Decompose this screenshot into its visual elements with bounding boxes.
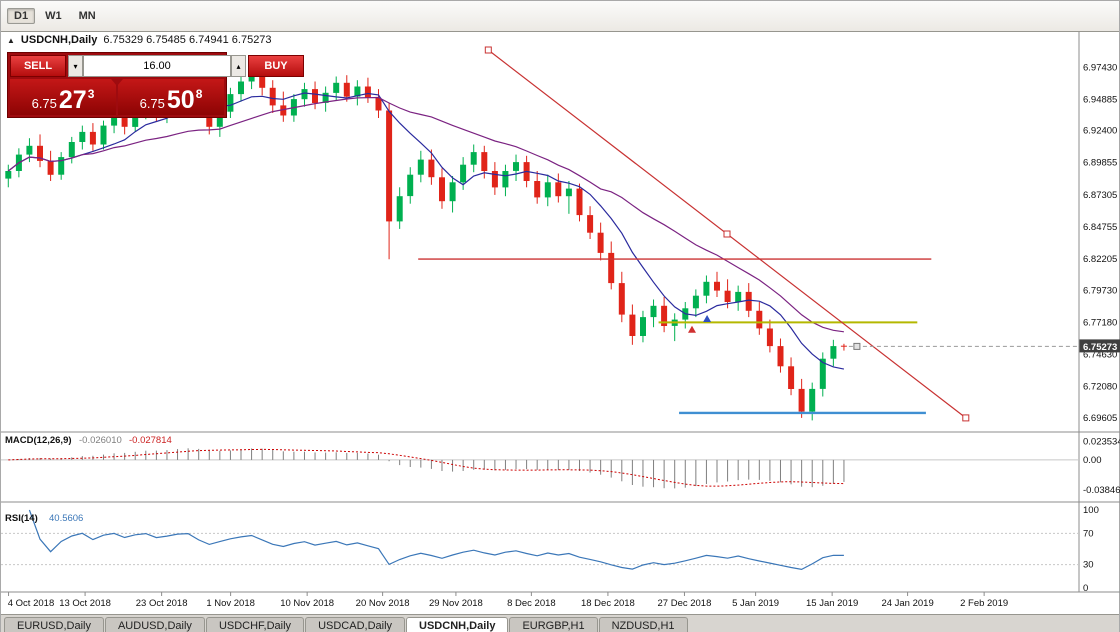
tab-usdcad-daily[interactable]: USDCAD,Daily (305, 617, 406, 632)
timeframe-w1-button[interactable]: W1 (38, 8, 69, 24)
svg-text:24 Jan 2019: 24 Jan 2019 (881, 598, 933, 609)
trendline-handle[interactable] (723, 230, 731, 238)
ma-21-line (7, 96, 844, 333)
svg-text:6.74630: 6.74630 (1083, 350, 1117, 361)
sell-price-pip: 3 (87, 87, 95, 101)
sell-button[interactable]: SELL (10, 55, 66, 77)
volume-control: ▾ ▴ (68, 55, 246, 77)
svg-text:8 Dec 2018: 8 Dec 2018 (507, 598, 556, 609)
timeframe-toolbar: D1 W1 MN (1, 1, 1119, 32)
chart-tabs-bar: EURUSD,Daily AUDUSD,Daily USDCHF,Daily U… (1, 614, 1119, 632)
svg-text:2 Feb 2019: 2 Feb 2019 (960, 598, 1008, 609)
svg-text:6.89855: 6.89855 (1083, 158, 1117, 169)
trendline-handle[interactable] (484, 46, 492, 54)
svg-text:27 Dec 2018: 27 Dec 2018 (658, 598, 712, 609)
trade-arrow-marker (703, 315, 712, 323)
svg-text:0.00: 0.00 (1083, 455, 1102, 466)
timeframe-mn-button[interactable]: MN (72, 8, 103, 24)
tab-usdcnh-daily[interactable]: USDCNH,Daily (406, 617, 509, 632)
price-divider-notch (111, 79, 123, 86)
current-price-marker[interactable] (853, 342, 861, 350)
buy-price-big: 50 (166, 85, 195, 114)
svg-text:6.84755: 6.84755 (1083, 222, 1117, 233)
svg-text:6.72080: 6.72080 (1083, 382, 1117, 393)
tab-usdchf-daily[interactable]: USDCHF,Daily (205, 617, 305, 632)
chart-canvas[interactable]: 6.97430 6.94885 6.92400 6.89855 6.87305 6.847… (1, 32, 1120, 614)
one-click-trading-panel: SELL ▾ ▴ BUY 6.75 27 3 6.75 50 8 (7, 52, 304, 118)
ohlc-values: 6.75329 6.75485 6.74941 6.75273 (103, 34, 272, 46)
svg-text:30: 30 (1083, 560, 1094, 571)
svg-text:70: 70 (1083, 528, 1094, 539)
sell-price-tile[interactable]: 6.75 27 3 (10, 79, 116, 115)
timeframe-d1-button[interactable]: D1 (7, 8, 36, 24)
tab-audusd-daily[interactable]: AUDUSD,Daily (104, 617, 205, 632)
chart-symbol-icon: ▲ (7, 35, 15, 45)
chart-region: 6.97430 6.94885 6.92400 6.89855 6.87305 6.847… (1, 32, 1120, 614)
svg-text:4 Oct 2018: 4 Oct 2018 (8, 598, 54, 609)
symbol-period-label: USDCNH,Daily (20, 34, 98, 46)
svg-text:6.79730: 6.79730 (1083, 285, 1117, 296)
svg-text:6.82205: 6.82205 (1083, 254, 1117, 265)
tab-eurusd-daily[interactable]: EURUSD,Daily (4, 617, 104, 632)
svg-text:15 Jan 2019: 15 Jan 2019 (806, 598, 858, 609)
rsi-header: RSI(14) 40.5606 (5, 513, 83, 524)
volume-increase-button[interactable]: ▴ (231, 55, 246, 77)
svg-text:10 Nov 2018: 10 Nov 2018 (280, 598, 334, 609)
time-axis: 4 Oct 2018 13 Oct 2018 23 Oct 2018 1 Nov 20… (8, 592, 1008, 609)
svg-text:-0.038466: -0.038466 (1083, 485, 1120, 496)
svg-text:-0.026010: -0.026010 (79, 435, 122, 446)
svg-text:100: 100 (1083, 505, 1099, 516)
svg-text:29 Nov 2018: 29 Nov 2018 (429, 598, 483, 609)
buy-price-tile[interactable]: 6.75 50 8 (118, 79, 224, 115)
svg-text:0.023534: 0.023534 (1083, 437, 1120, 448)
volume-input[interactable] (83, 55, 231, 77)
rsi-line (28, 509, 844, 571)
svg-text:6.94885: 6.94885 (1083, 94, 1117, 105)
svg-text:0: 0 (1083, 583, 1088, 594)
svg-text:5 Jan 2019: 5 Jan 2019 (732, 598, 779, 609)
svg-text:6.87305: 6.87305 (1083, 190, 1117, 201)
svg-text:6.75273: 6.75273 (1083, 342, 1117, 353)
svg-text:MACD(12,26,9): MACD(12,26,9) (5, 435, 72, 446)
sell-price-prefix: 6.75 (31, 95, 57, 111)
macd-histogram (18, 448, 845, 489)
svg-text:6.97430: 6.97430 (1083, 62, 1117, 73)
macd-header: MACD(12,26,9) -0.026010 -0.027814 (5, 435, 172, 446)
chart-title: ▲ USDCNH,Daily 6.75329 6.75485 6.74941 6… (7, 34, 272, 46)
svg-text:6.77180: 6.77180 (1083, 317, 1117, 328)
volume-decrease-button[interactable]: ▾ (68, 55, 83, 77)
price-axis: 6.97430 6.94885 6.92400 6.89855 6.87305 6.847… (1083, 62, 1117, 424)
buy-price-prefix: 6.75 (139, 95, 165, 111)
svg-text:18 Dec 2018: 18 Dec 2018 (581, 598, 635, 609)
current-price-badge (1079, 339, 1120, 353)
trendline-handle[interactable] (962, 414, 970, 422)
svg-text:6.92400: 6.92400 (1083, 126, 1117, 137)
svg-text:RSI(14): RSI(14) (5, 513, 38, 524)
trade-arrow-marker (687, 325, 696, 333)
sell-price-big: 27 (58, 85, 87, 114)
svg-text:6.69605: 6.69605 (1083, 413, 1117, 424)
buy-button[interactable]: BUY (248, 55, 304, 77)
tab-nzdusd-h1[interactable]: NZDUSD,H1 (598, 617, 688, 632)
svg-text:20 Nov 2018: 20 Nov 2018 (356, 598, 410, 609)
ma-8-line (7, 92, 845, 370)
svg-text:-0.027814: -0.027814 (129, 435, 172, 446)
tab-eurgbp-h1[interactable]: EURGBP,H1 (509, 617, 598, 632)
svg-text:13 Oct 2018: 13 Oct 2018 (59, 598, 111, 609)
buy-price-pip: 8 (195, 87, 203, 101)
macd-signal-line (8, 448, 844, 487)
svg-text:1 Nov 2018: 1 Nov 2018 (206, 598, 255, 609)
svg-text:23 Oct 2018: 23 Oct 2018 (136, 598, 188, 609)
svg-text:40.5606: 40.5606 (49, 513, 83, 524)
